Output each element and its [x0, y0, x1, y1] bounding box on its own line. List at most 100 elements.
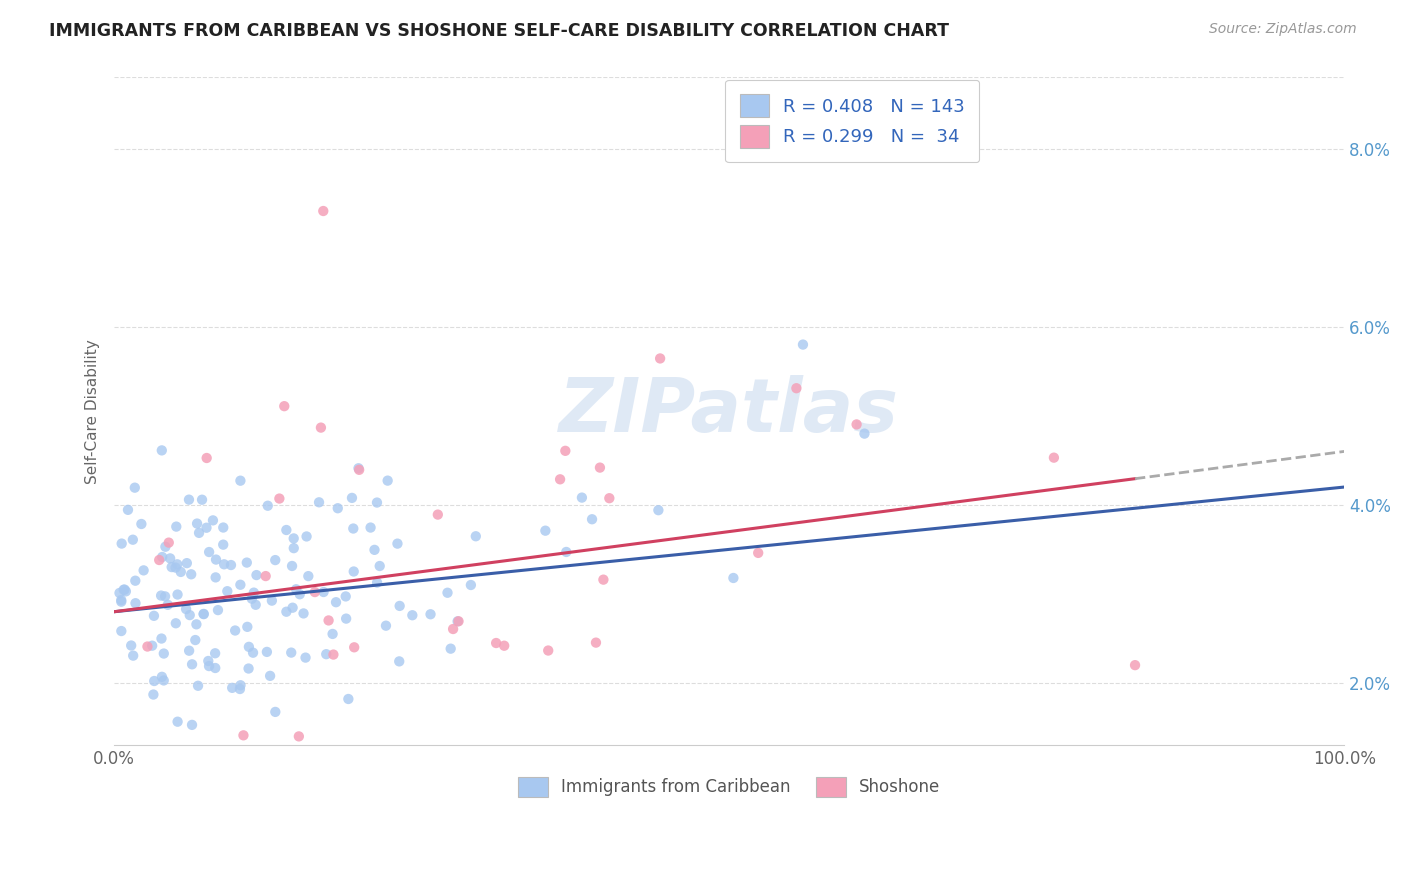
Point [554, 443, 576, 458]
Point [343, 640, 366, 655]
Point [124, 574, 146, 588]
Point [236, 620, 259, 634]
Point [260, 593, 283, 607]
Point [245, 598, 267, 612]
Point [111, 536, 134, 550]
Point [193, 607, 215, 621]
Point [174, 602, 197, 616]
Point [238, 661, 260, 675]
Point [254, 569, 277, 583]
Point [446, 615, 468, 629]
Point [1043, 450, 1066, 465]
Point [181, 718, 204, 732]
Point [217, 584, 239, 599]
Point [304, 585, 326, 599]
Point [150, 589, 173, 603]
Point [792, 337, 814, 351]
Point [388, 599, 411, 613]
Point [112, 582, 135, 597]
Point [363, 542, 385, 557]
Point [120, 639, 142, 653]
Text: IMMIGRANTS FROM CARIBBEAN VS SHOSHONE SELF-CARE DISABILITY CORRELATION CHART: IMMIGRANTS FROM CARIBBEAN VS SHOSHONE SE… [49, 22, 949, 40]
Point [494, 639, 516, 653]
Point [201, 513, 224, 527]
Point [292, 607, 315, 621]
Point [229, 474, 252, 488]
Point [236, 556, 259, 570]
Point [115, 584, 138, 599]
Point [387, 536, 409, 550]
Point [318, 614, 340, 628]
Point [426, 508, 449, 522]
Point [142, 688, 165, 702]
Point [276, 605, 298, 619]
Point [148, 553, 170, 567]
Point [131, 516, 153, 531]
Point [335, 590, 357, 604]
Point [288, 730, 311, 744]
Point [166, 558, 188, 572]
Point [193, 607, 215, 621]
Point [366, 495, 388, 509]
Point [204, 646, 226, 660]
Point [212, 520, 235, 534]
Point [121, 533, 143, 547]
Point [150, 549, 173, 564]
Point [259, 669, 281, 683]
Point [242, 646, 264, 660]
Point [114, 582, 136, 597]
Point [294, 650, 316, 665]
Point [647, 503, 669, 517]
Point [229, 678, 252, 692]
Point [229, 681, 252, 696]
Point [650, 351, 672, 366]
Point [122, 648, 145, 663]
Point [436, 586, 458, 600]
Point [269, 491, 291, 506]
Point [723, 571, 745, 585]
Point [207, 603, 229, 617]
Point [273, 399, 295, 413]
Point [347, 461, 370, 475]
Point [548, 472, 571, 486]
Point [441, 622, 464, 636]
Point [592, 573, 614, 587]
Point [747, 546, 769, 560]
Point [136, 640, 159, 654]
Point [464, 529, 486, 543]
Point [460, 578, 482, 592]
Point [195, 521, 218, 535]
Point [159, 551, 181, 566]
Text: Source: ZipAtlas.com: Source: ZipAtlas.com [1209, 22, 1357, 37]
Point [853, 426, 876, 441]
Point [221, 681, 243, 695]
Point [281, 559, 304, 574]
Point [179, 643, 201, 657]
Point [308, 495, 330, 509]
Point [368, 559, 391, 574]
Point [143, 673, 166, 688]
Point [155, 540, 177, 554]
Point [176, 556, 198, 570]
Point [312, 204, 335, 219]
Point [419, 607, 441, 622]
Point [110, 593, 132, 607]
Point [219, 558, 242, 572]
Point [322, 648, 344, 662]
Point [165, 519, 187, 533]
Point [166, 714, 188, 729]
Point [184, 633, 207, 648]
Point [238, 640, 260, 654]
Point [142, 608, 165, 623]
Point [153, 590, 176, 604]
Point [276, 523, 298, 537]
Point [195, 450, 218, 465]
Point [232, 728, 254, 742]
Point [110, 624, 132, 638]
Point [186, 516, 208, 531]
Point [295, 529, 318, 543]
Point [280, 646, 302, 660]
Point [440, 641, 463, 656]
Point [401, 608, 423, 623]
Point [589, 460, 612, 475]
